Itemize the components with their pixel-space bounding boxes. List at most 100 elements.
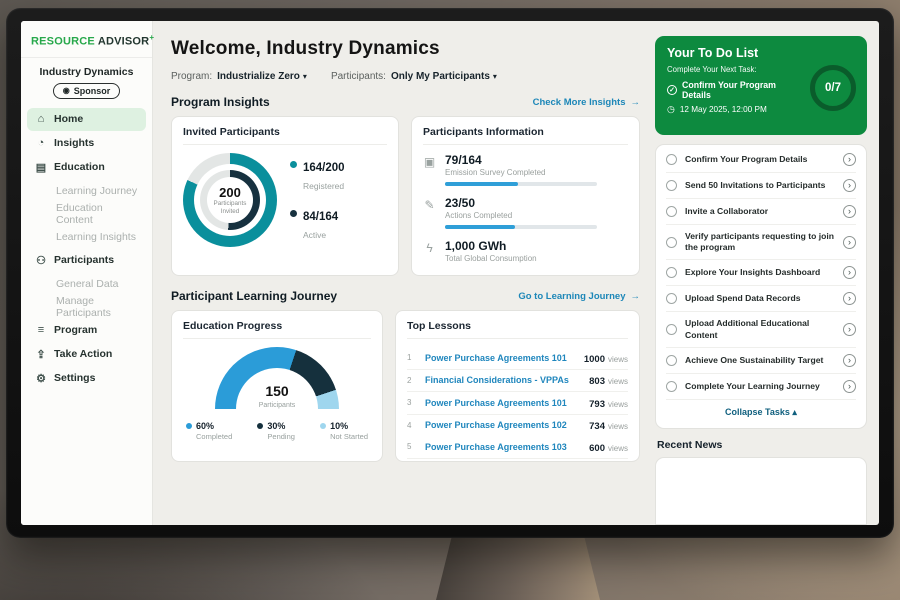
lesson-link[interactable]: Power Purchase Agreements 102 — [425, 420, 567, 431]
sidebar-item-take-action[interactable]: ⇪ Take Action — [27, 343, 146, 366]
task-checkbox[interactable] — [666, 206, 677, 217]
section-title-program-insights: Program Insights — [171, 95, 270, 109]
card-title: Education Progress — [183, 320, 371, 339]
task-row[interactable]: Achieve One Sustainability Target › — [666, 348, 856, 374]
task-chevron-icon[interactable]: › — [843, 153, 856, 166]
program-icon: ≡ — [37, 324, 45, 337]
task-checkbox[interactable] — [666, 354, 677, 366]
sidebar-item-home[interactable]: ⌂ Home — [27, 107, 146, 131]
gauge-center-label: 150 Participants — [258, 383, 296, 409]
task-chevron-icon[interactable]: › — [843, 179, 856, 192]
task-row[interactable]: Upload Additional Educational Content › — [666, 312, 856, 348]
brand-plus: + — [149, 33, 155, 42]
sidebar-item-label: Participants — [54, 254, 115, 267]
invited-participants-card: Invited Participants 200 Participants In… — [171, 116, 399, 276]
lesson-link[interactable]: Financial Considerations - VPPAs — [425, 375, 569, 386]
lesson-link[interactable]: Power Purchase Agreements 101 — [425, 397, 567, 408]
task-chevron-icon[interactable]: › — [843, 379, 856, 393]
lesson-views: 1000 views — [583, 353, 628, 365]
filter-bar: Program: Industrialize Zero ▾ Participants… — [171, 71, 640, 82]
lesson-link[interactable]: Power Purchase Agreements 101 — [425, 352, 567, 363]
sidebar-item-learning-journey[interactable]: Learning Journey — [27, 180, 146, 202]
task-checkbox[interactable] — [666, 236, 677, 248]
education-gauge-chart: 150 Participants — [215, 347, 339, 409]
lesson-row: 3 Power Purchase Agreements 101 793 views — [407, 392, 628, 415]
monitor-bezel: RESOURCE ADVISOR+ Industry Dynamics ◉ Sp… — [6, 8, 894, 538]
task-row[interactable]: Complete Your Learning Journey › — [666, 374, 856, 400]
sidebar-item-program[interactable]: ≡ Program — [27, 319, 146, 342]
brand-resource: RESOURCE — [31, 35, 95, 48]
sidebar-item-settings[interactable]: ⚙ Settings — [27, 367, 146, 390]
sidebar-item-label: Home — [54, 113, 84, 126]
education-legend-item-completed: 60% Completed — [186, 421, 232, 441]
task-row[interactable]: Explore Your Insights Dashboard › — [666, 260, 856, 287]
task-checkbox[interactable] — [666, 380, 677, 392]
org-name: Industry Dynamics — [39, 65, 134, 78]
task-row[interactable]: Upload Spend Data Records › — [666, 286, 856, 313]
sidebar-item-label: Learning Journey — [56, 184, 138, 197]
sidebar-item-learning-insights[interactable]: Learning Insights — [27, 226, 146, 248]
task-chevron-icon[interactable]: › — [843, 266, 856, 280]
sidebar-item-manage-participants[interactable]: Manage Participants — [27, 295, 146, 319]
task-checkbox[interactable] — [666, 180, 677, 191]
insights-cards-row: Invited Participants 200 Participants In… — [171, 116, 640, 276]
task-chevron-icon[interactable]: › — [843, 235, 856, 249]
lesson-views: 803 views — [589, 376, 628, 388]
task-row[interactable]: Confirm Your Program Details › — [666, 147, 856, 173]
invited-legend: 164/200 Registered 84/164 Active — [290, 158, 345, 243]
sidebar: RESOURCE ADVISOR+ Industry Dynamics ◉ Sp… — [21, 21, 155, 525]
survey-icon: ▣ — [423, 155, 436, 169]
task-row[interactable]: Verify participants requesting to join t… — [666, 225, 856, 261]
todo-progress-ring: 0/7 — [810, 65, 856, 111]
progress-bar — [445, 225, 597, 229]
lesson-link[interactable]: Power Purchase Agreements 103 — [425, 441, 567, 452]
participants-select[interactable]: Participants: Only My Participants ▾ — [331, 71, 497, 82]
check-more-insights-link[interactable]: Check More Insights → — [532, 96, 640, 108]
card-title: Top Lessons — [407, 320, 628, 339]
lesson-views: 734 views — [589, 421, 628, 433]
legend-dot — [290, 160, 297, 168]
recent-news-title: Recent News — [657, 438, 723, 451]
go-to-learning-journey-link[interactable]: Go to Learning Journey → — [518, 290, 641, 302]
collapse-tasks-button[interactable]: Collapse Tasks ▴ — [725, 406, 797, 417]
task-chevron-icon[interactable]: › — [843, 323, 856, 337]
task-row[interactable]: Send 50 Invitations to Participants › — [666, 173, 856, 199]
legend-item-registered: 164/200 Registered — [290, 158, 345, 194]
todo-due-date: ◷ 12 May 2025, 12:00 PM — [667, 104, 767, 115]
arrow-right-icon: → — [630, 290, 641, 302]
sidebar-item-participants[interactable]: ⚇ Participants — [27, 249, 146, 272]
todo-next-task: ✓ Confirm Your Program Details — [667, 80, 855, 100]
section-title-learning-journey: Participant Learning Journey — [171, 289, 338, 303]
participants-information-card: Participants Information ▣ 79/164 Emissi… — [411, 116, 640, 276]
task-checkbox[interactable] — [666, 267, 677, 279]
insights-icon: ◔ — [37, 137, 45, 150]
sidebar-item-insights[interactable]: ◔ Insights — [27, 132, 146, 155]
energy-icon: ϟ — [426, 241, 433, 255]
task-chevron-icon[interactable]: › — [843, 205, 856, 218]
legend-item-active: 84/164 Active — [290, 207, 345, 243]
task-row[interactable]: Invite a Collaborator › — [666, 199, 856, 225]
chevron-up-icon: ▴ — [792, 406, 797, 417]
sidebar-item-education[interactable]: ▤ Education — [27, 156, 146, 179]
clock-icon: ◷ — [667, 104, 675, 114]
task-checkbox[interactable] — [666, 324, 677, 336]
task-checkbox[interactable] — [666, 293, 677, 305]
sidebar-item-education-content[interactable]: Education Content — [27, 202, 146, 226]
task-checkbox[interactable] — [666, 154, 677, 165]
sidebar-item-label: Education — [54, 161, 105, 174]
check-icon: ✓ — [667, 85, 677, 95]
program-select[interactable]: Program: Industrialize Zero ▾ — [171, 71, 307, 82]
task-chevron-icon[interactable]: › — [843, 292, 856, 306]
lesson-rank: 5 — [407, 442, 412, 452]
monitor-stand — [436, 534, 600, 600]
lesson-rank: 1 — [407, 353, 412, 363]
progress-bar — [445, 182, 597, 186]
lesson-rank: 3 — [407, 398, 412, 408]
sidebar-nav: ⌂ Home ◔ Insights ▤ Education — [21, 107, 152, 390]
legend-dot — [290, 209, 297, 217]
education-icon: ▤ — [35, 161, 47, 174]
lesson-rank: 4 — [407, 420, 412, 430]
sidebar-item-general-data[interactable]: General Data — [27, 273, 146, 295]
task-chevron-icon[interactable]: › — [843, 353, 856, 367]
sponsor-icon: ◉ — [62, 85, 70, 95]
